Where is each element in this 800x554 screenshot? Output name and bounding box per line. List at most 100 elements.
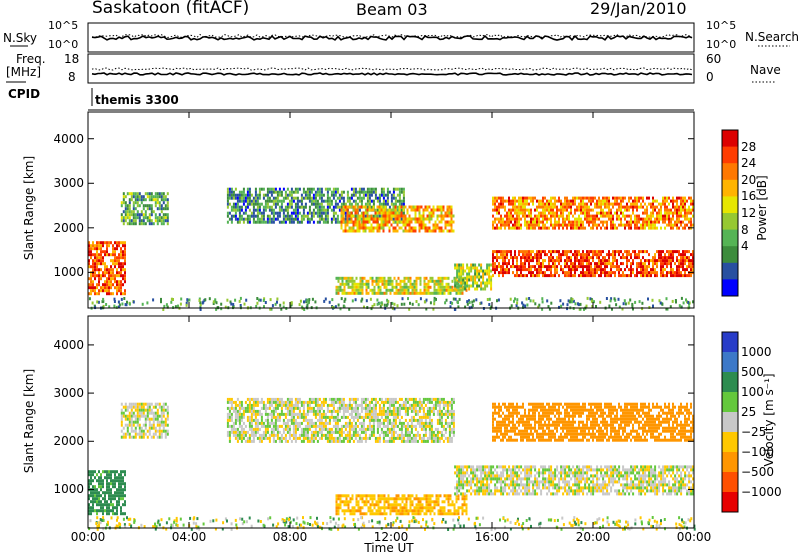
power-cell — [322, 217, 325, 221]
power-cell — [590, 220, 592, 224]
power-cell — [620, 250, 622, 254]
power-cell — [268, 196, 271, 200]
power-cell — [630, 256, 632, 260]
power-cell — [514, 253, 516, 257]
velocity-cell — [346, 424, 349, 428]
power-cell — [236, 199, 239, 203]
velocity-cell — [156, 402, 159, 406]
velocity-cell — [136, 408, 139, 412]
power-cell — [424, 229, 427, 233]
power-cell — [443, 288, 446, 292]
power-cell — [410, 220, 413, 224]
power-cell — [566, 253, 568, 257]
power-cell — [238, 193, 241, 197]
velocity-cell — [316, 400, 319, 404]
velocity-cell — [236, 409, 239, 413]
power-cell — [443, 276, 446, 280]
power-cell — [402, 193, 405, 197]
power-cell — [524, 217, 526, 221]
power-cell — [117, 300, 120, 304]
velocity-cell — [292, 424, 295, 428]
velocity-cell — [128, 405, 131, 409]
power-cell — [576, 220, 578, 224]
power-cell — [94, 274, 96, 278]
velocity-cell — [240, 439, 243, 443]
power-cell — [106, 250, 108, 254]
velocity-cell — [226, 400, 229, 404]
power-cell — [274, 217, 277, 221]
velocity-cell — [342, 412, 345, 416]
power-cell — [102, 271, 104, 275]
power-cell — [246, 190, 249, 194]
power-cell — [232, 214, 235, 218]
power-cell — [304, 214, 307, 218]
power-cell — [468, 284, 471, 288]
power-cell — [376, 220, 379, 224]
power-cell — [403, 279, 406, 283]
velocity-cell — [140, 414, 143, 418]
power-cell — [437, 285, 440, 289]
power-cell — [114, 277, 116, 281]
velocity-cell — [314, 400, 317, 404]
power-cell — [490, 263, 493, 267]
velocity-cell — [114, 476, 116, 480]
power-cell — [280, 190, 283, 194]
power-cell — [628, 196, 630, 200]
power-cell — [150, 219, 153, 223]
power-cell — [556, 271, 558, 275]
power-cell — [520, 259, 522, 263]
power-cell — [146, 301, 149, 305]
power-cell — [494, 196, 496, 200]
power-cell — [626, 256, 628, 260]
velocity-cell — [328, 430, 331, 434]
power-cell — [686, 199, 688, 203]
power-cell — [652, 256, 654, 260]
power-cell — [556, 223, 558, 227]
power-cell — [108, 274, 110, 278]
power-cell — [304, 202, 307, 206]
power-cell — [360, 223, 363, 227]
velocity-cell — [360, 406, 363, 410]
power-cell — [352, 220, 355, 224]
velocity-cell — [140, 411, 143, 415]
power-cell — [340, 196, 343, 200]
power-cell — [330, 208, 333, 212]
power-cell — [389, 288, 392, 292]
power-cell — [688, 262, 690, 266]
power-cell — [678, 217, 680, 221]
power-cell — [374, 211, 377, 215]
power-cell — [562, 214, 564, 218]
power-cell — [540, 262, 542, 266]
velocity-cell — [252, 433, 255, 437]
power-cell — [314, 196, 317, 200]
power-cell — [596, 205, 598, 209]
power-cell — [425, 285, 428, 289]
power-cell — [426, 217, 429, 221]
power-cell — [658, 208, 660, 212]
velocity-cell — [318, 406, 321, 410]
power-cell — [282, 214, 285, 218]
power-cell — [520, 265, 522, 269]
velocity-cell — [232, 409, 235, 413]
power-cell — [548, 259, 550, 263]
velocity-cell — [334, 439, 337, 443]
power-cell — [444, 214, 447, 218]
power-cell — [454, 287, 457, 291]
power-cell — [672, 223, 674, 227]
power-cell — [108, 289, 110, 293]
power-cell — [160, 222, 163, 226]
power-cell — [644, 259, 646, 263]
power-cell — [378, 217, 381, 221]
velocity-cell — [290, 421, 293, 425]
power-cell — [312, 208, 315, 212]
power-cell — [614, 211, 616, 215]
power-cell — [120, 286, 122, 290]
power-cell — [372, 205, 375, 209]
power-cell — [367, 282, 370, 286]
power-cell — [592, 268, 594, 272]
power-cell — [564, 217, 566, 221]
power-cell — [373, 288, 376, 292]
power-cell — [644, 211, 646, 215]
power-cell — [308, 190, 311, 194]
power-cell — [412, 226, 415, 230]
